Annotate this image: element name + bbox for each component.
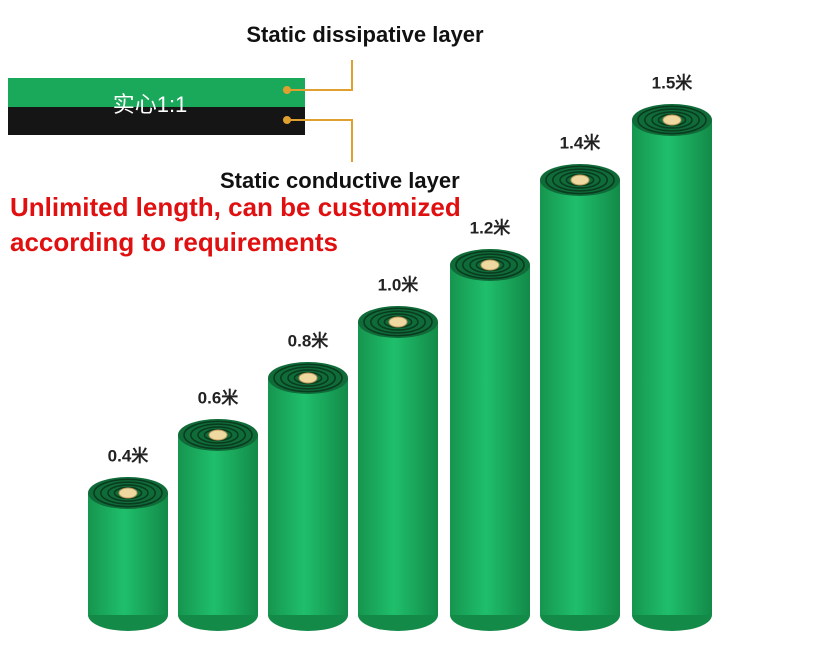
- roll-ring: [377, 313, 419, 331]
- roll-ring: [287, 369, 329, 387]
- roll-label: 0.6米: [198, 387, 240, 407]
- roll-ring: [559, 171, 601, 189]
- roll-label: 0.4米: [108, 445, 150, 465]
- leader-dot: [283, 116, 291, 124]
- roll-core: [570, 174, 590, 186]
- roll-core: [662, 114, 682, 126]
- roll-label: 1.5米: [652, 72, 694, 92]
- bottom-label: Static conductive layer: [220, 168, 460, 193]
- roll-label: 1.2米: [470, 217, 512, 237]
- roll-body: [540, 180, 620, 615]
- roll-ring: [637, 105, 707, 135]
- roll-ring: [93, 478, 163, 508]
- strip-label: 实心1:1: [113, 92, 188, 117]
- leader-line: [287, 60, 353, 91]
- roll-ring: [651, 111, 693, 129]
- note-line: Unlimited length, can be customized: [10, 192, 461, 222]
- roll-body: [450, 265, 530, 615]
- roll-body: [358, 322, 438, 615]
- roll-label: 1.0米: [378, 274, 420, 294]
- dissipative-strip: [8, 78, 305, 107]
- roll-body: [268, 378, 348, 615]
- leader-line: [287, 119, 353, 162]
- roll-core: [298, 372, 318, 384]
- leader-dot: [283, 86, 291, 94]
- roll-core: [118, 487, 138, 499]
- roll-label: 1.4米: [560, 132, 602, 152]
- roll-ring: [455, 250, 525, 280]
- conductive-strip: [8, 107, 305, 135]
- roll-ring: [107, 484, 149, 502]
- roll-core: [208, 429, 228, 441]
- roll-label: 0.8米: [288, 330, 330, 350]
- roll-body: [178, 435, 258, 615]
- roll-core: [388, 316, 408, 328]
- roll-ring: [183, 420, 253, 450]
- roll-ring: [545, 165, 615, 195]
- roll-ring: [197, 426, 239, 444]
- roll-ring: [469, 256, 511, 274]
- roll-core: [480, 259, 500, 271]
- roll-ring: [363, 307, 433, 337]
- roll-body: [88, 493, 168, 615]
- note-line: according to requirements: [10, 227, 338, 257]
- top-label: Static dissipative layer: [246, 22, 484, 47]
- roll-ring: [273, 363, 343, 393]
- roll-body: [632, 120, 712, 615]
